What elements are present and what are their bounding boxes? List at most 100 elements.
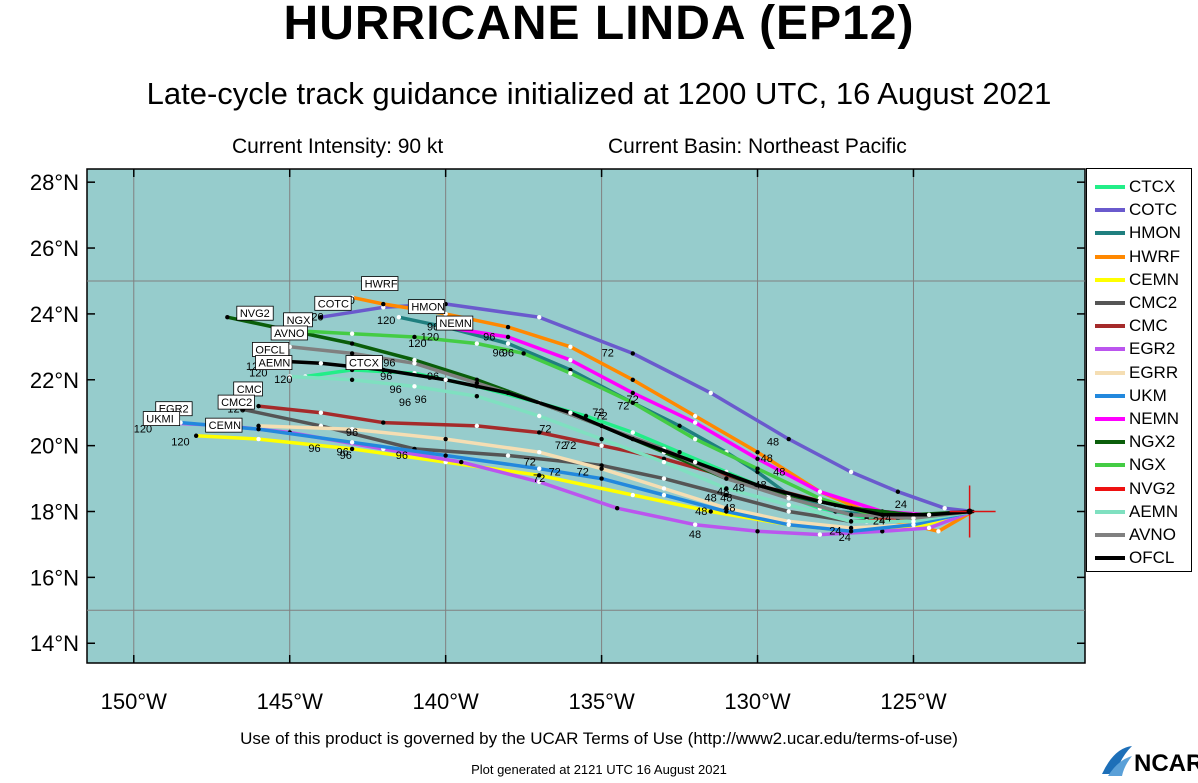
track-point: [724, 492, 729, 498]
forecast-hour-label: 72: [617, 400, 629, 412]
model-end-label: HWRF: [361, 276, 399, 291]
plot-generated: Plot generated at 2121 UTC 16 August 202…: [471, 762, 727, 777]
legend-swatch: [1095, 463, 1125, 468]
track-point: [755, 466, 760, 471]
x-tick-label: 145°W: [257, 689, 324, 714]
y-tick-label: 20°N: [30, 434, 79, 459]
x-tick-label: 140°W: [413, 689, 480, 714]
model-end-label-text: NGX: [287, 315, 312, 327]
forecast-hour-label: 120: [249, 367, 267, 379]
model-end-label: COTC: [314, 295, 352, 311]
track-point: [630, 351, 635, 356]
model-end-label: CMC2: [217, 394, 255, 410]
forecast-hour-label: 48: [767, 437, 779, 449]
forecast-hour-label: 120: [408, 338, 426, 350]
legend-item-avno: AVNO: [1095, 525, 1176, 545]
forecast-hour-label: 24: [839, 532, 851, 544]
track-point: [755, 529, 760, 534]
forecast-hour-label: 96: [414, 394, 426, 406]
y-axis-ticks: 14°N 16°N 18°N 20°N 22°N 24°N 26°N 28°N: [30, 170, 1085, 656]
forecast-hour-label: 24: [879, 512, 891, 524]
forecast-hour-label: 48: [705, 493, 717, 505]
track-point: [412, 357, 417, 363]
model-end-label: CTCX: [345, 355, 383, 371]
track-point: [630, 377, 635, 382]
forecast-hour-label: 48: [720, 493, 732, 505]
forecast-hour-label: 96: [337, 447, 349, 459]
track-point: [786, 496, 791, 501]
track-point: [661, 492, 667, 498]
ncar-logo-mark: [1102, 746, 1132, 776]
model-end-label: OFCL: [252, 342, 290, 357]
track-point: [474, 341, 480, 346]
track-point: [677, 450, 682, 455]
legend-item-ngx: NGX: [1095, 455, 1166, 475]
legend-swatch: [1095, 231, 1125, 236]
track-point: [661, 459, 667, 465]
track-point: [256, 423, 261, 429]
track-point: [412, 361, 417, 366]
track-point: [256, 426, 261, 432]
forecast-hour-label: 72: [595, 410, 607, 422]
forecast-hour-label: 72: [549, 466, 561, 478]
track-point: [630, 390, 635, 396]
track-lines: [162, 295, 975, 537]
track-point: [755, 450, 760, 455]
legend-swatch: [1095, 509, 1125, 514]
track-point: [381, 301, 386, 307]
legend-swatch: [1095, 277, 1125, 282]
legend-item-ctcx: CTCX: [1095, 177, 1175, 197]
legend-label: CMC2: [1129, 293, 1178, 312]
track-point: [443, 436, 448, 442]
track-point: [537, 466, 542, 471]
track-point: [505, 324, 511, 330]
legend-swatch: [1095, 324, 1125, 329]
forecast-hour-label: 120: [421, 331, 439, 343]
forecast-hour-label: 120: [274, 374, 292, 386]
current-basin: Current Basin: Northeast Pacific: [608, 135, 907, 158]
model-end-label-box: [345, 355, 383, 371]
track-point: [537, 450, 542, 455]
model-end-label-text: CTCX: [349, 358, 380, 370]
legend-label: UKM: [1129, 385, 1167, 405]
x-tick-label: 130°W: [724, 689, 791, 714]
model-end-label: CEMN: [205, 417, 243, 433]
legend-label: AVNO: [1129, 525, 1176, 544]
forecast-hour-label: 48: [733, 483, 745, 495]
legend-label: COTC: [1129, 200, 1178, 220]
legend-label: NGX: [1129, 455, 1166, 475]
forecast-hour-label: 72: [627, 394, 639, 406]
track-point: [630, 492, 635, 498]
track-point: [848, 529, 854, 534]
track-point: [381, 420, 386, 425]
legend-label: NVG2: [1129, 478, 1176, 498]
legend-swatch: [1095, 533, 1125, 537]
track-point: [817, 496, 823, 501]
track-point: [505, 334, 511, 340]
legend-item-nvg2: NVG2: [1095, 479, 1175, 499]
track-point: [926, 512, 932, 517]
model-end-label-box: [270, 325, 308, 341]
legend-label: HMON: [1129, 223, 1181, 243]
legend-swatch: [1095, 185, 1125, 189]
legend-label: AEMN: [1129, 501, 1179, 521]
track-point: [786, 509, 791, 514]
forecast-hour-label: 96: [380, 371, 392, 383]
forecast-hour-label: 48: [717, 486, 729, 498]
model-end-label-text: CMC2: [221, 397, 252, 409]
forecast-hour-label: 48: [689, 529, 701, 541]
ncar-logo: NCAR: [1100, 744, 1198, 778]
model-end-label: NVG2: [236, 305, 274, 321]
terms-of-use: Use of this product is governed by the U…: [240, 729, 958, 748]
track-point: [911, 522, 916, 527]
forecast-hour-label: 72: [533, 473, 545, 485]
x-axis-ticks: 150°W 145°W 140°W 135°W 130°W 125°W: [101, 169, 947, 714]
y-tick-label: 16°N: [30, 565, 79, 590]
track-point: [848, 512, 854, 517]
x-tick-label: 125°W: [880, 689, 947, 714]
forecast-hour-label: 48: [761, 453, 773, 465]
track-point: [817, 499, 823, 504]
model-end-label-box: [205, 417, 243, 433]
track-point: [537, 315, 542, 320]
track-point: [630, 430, 635, 435]
